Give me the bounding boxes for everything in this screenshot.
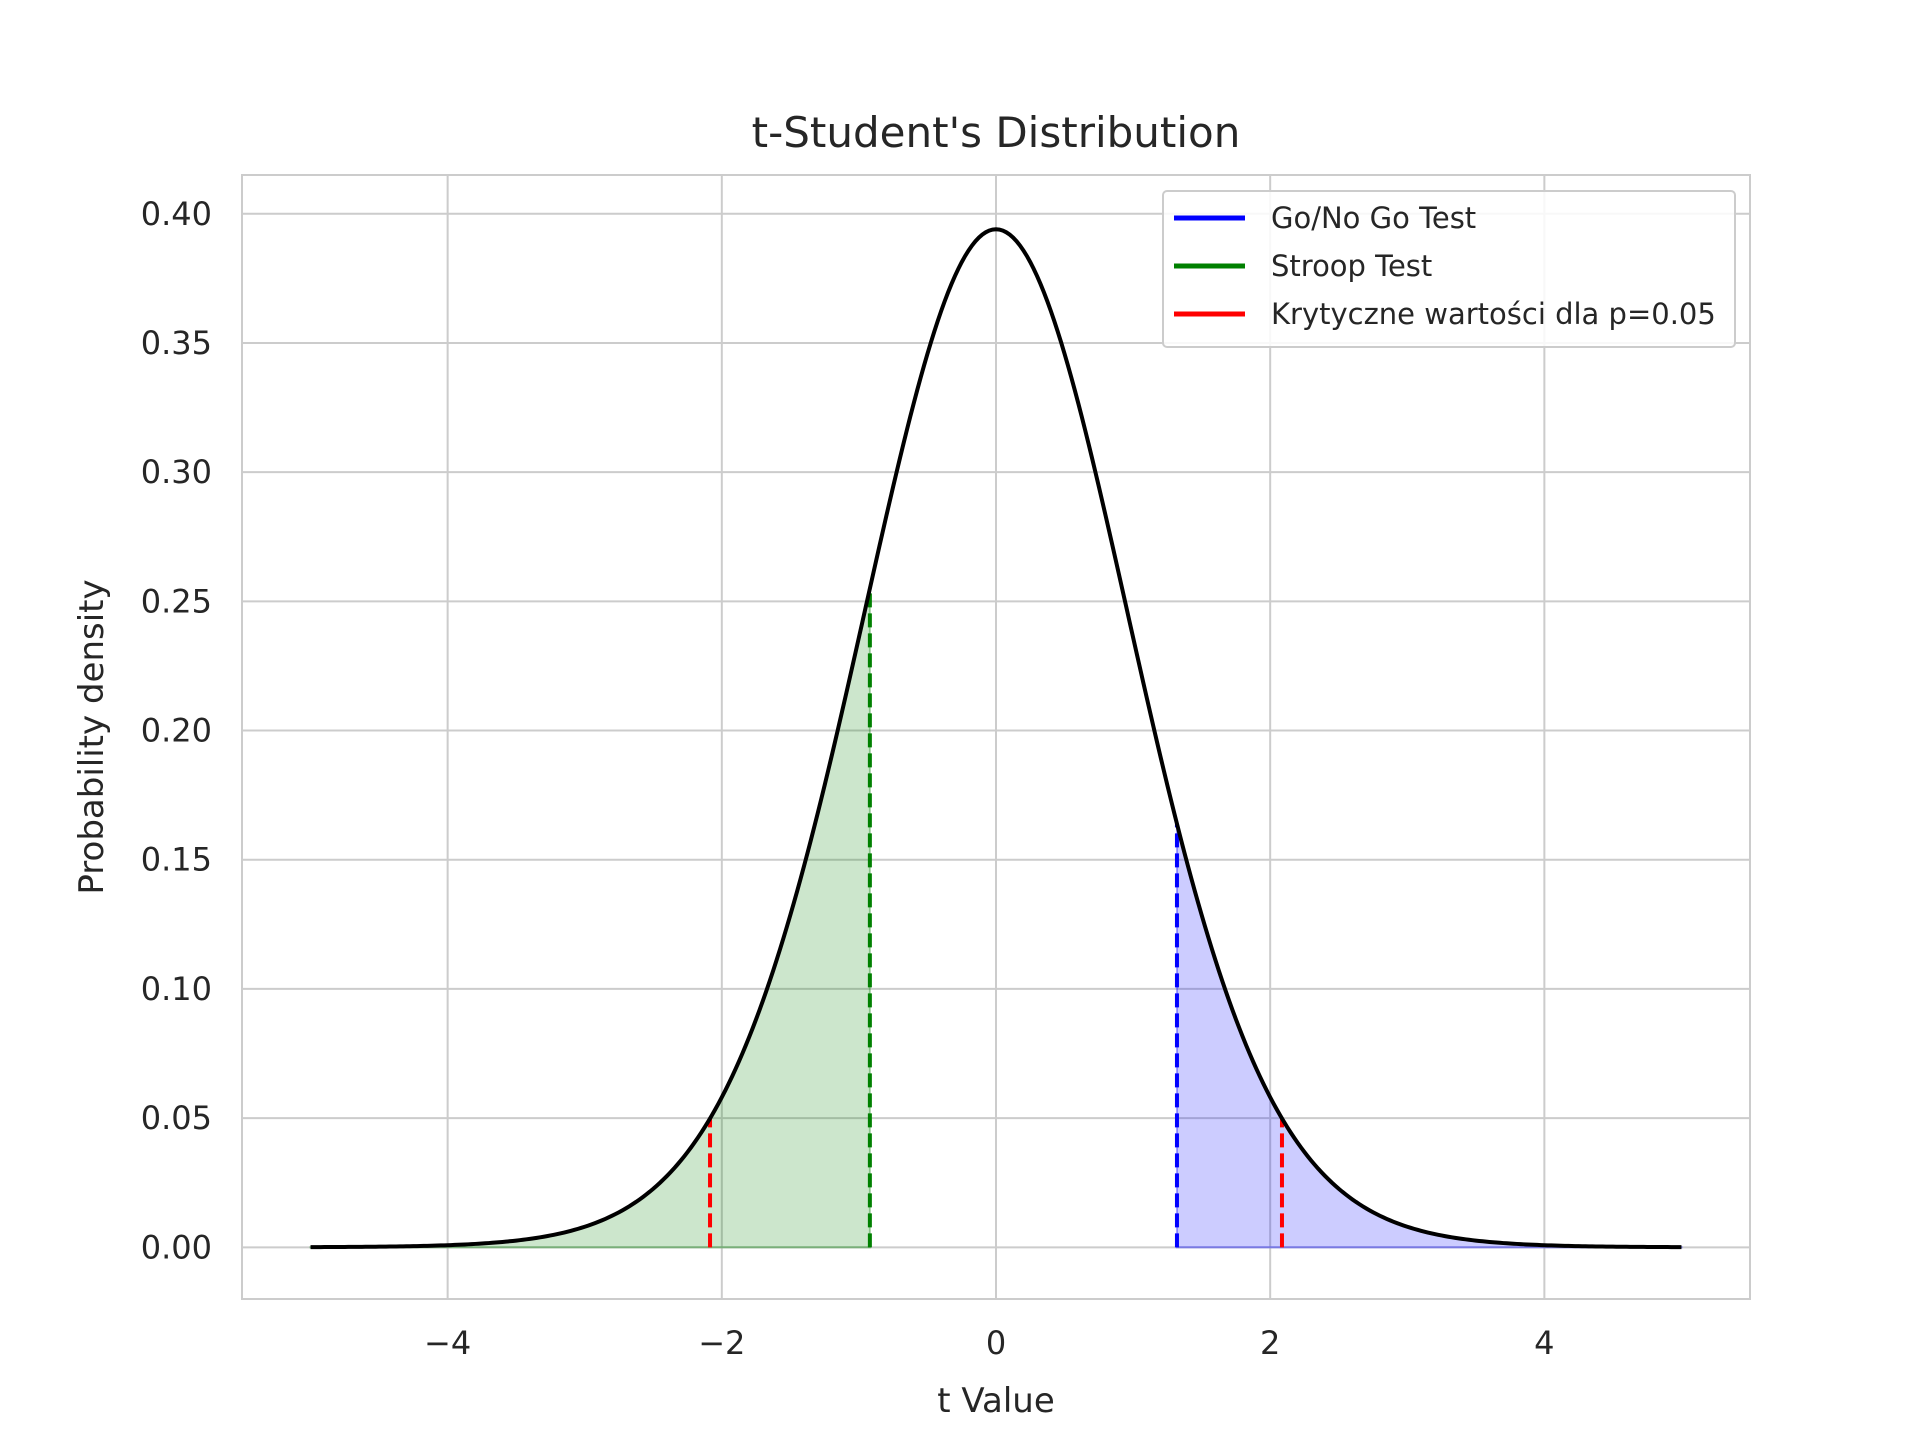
- grid: [242, 175, 1750, 1299]
- y-tick-label: 0.20: [141, 712, 212, 750]
- legend: Go/No Go Test Stroop Test Krytyczne wart…: [1162, 190, 1736, 348]
- chart-title: t-Student's Distribution: [752, 108, 1241, 157]
- plot-frame: [241, 174, 1751, 1300]
- y-tick-label: 0.30: [141, 453, 212, 491]
- legend-label-go-no-go: Go/No Go Test: [1271, 201, 1476, 235]
- x-tick-label: 0: [986, 1324, 1006, 1362]
- y-tick-label: 0.05: [141, 1099, 212, 1137]
- y-axis-label: Probability density: [72, 579, 112, 894]
- y-tick-label: 0.15: [141, 841, 212, 879]
- x-tick-label: −4: [424, 1324, 471, 1362]
- y-tick-label: 0.35: [141, 324, 212, 362]
- y-tick-label: 0.25: [141, 582, 212, 620]
- legend-label-critical: Krytyczne wartości dla p=0.05: [1271, 297, 1716, 331]
- y-tick-label: 0.00: [141, 1228, 212, 1266]
- x-tick-label: 2: [1260, 1324, 1280, 1362]
- y-tick-labels: 0.00 0.05 0.10 0.15 0.20 0.25 0.30 0.35 0.40: [141, 195, 212, 1267]
- legend-label-stroop: Stroop Test: [1271, 249, 1432, 283]
- x-tick-label: 4: [1534, 1324, 1554, 1362]
- y-tick-label: 0.40: [141, 195, 212, 233]
- x-tick-label: −2: [698, 1324, 745, 1362]
- legend-box: [1162, 190, 1736, 348]
- x-tick-labels: −4 −2 0 2 4: [424, 1324, 1554, 1362]
- x-axis-label: t Value: [937, 1381, 1055, 1421]
- density-curve: [310, 227, 1682, 1250]
- vertical-lines: [708, 588, 1284, 1248]
- y-tick-label: 0.10: [141, 970, 212, 1008]
